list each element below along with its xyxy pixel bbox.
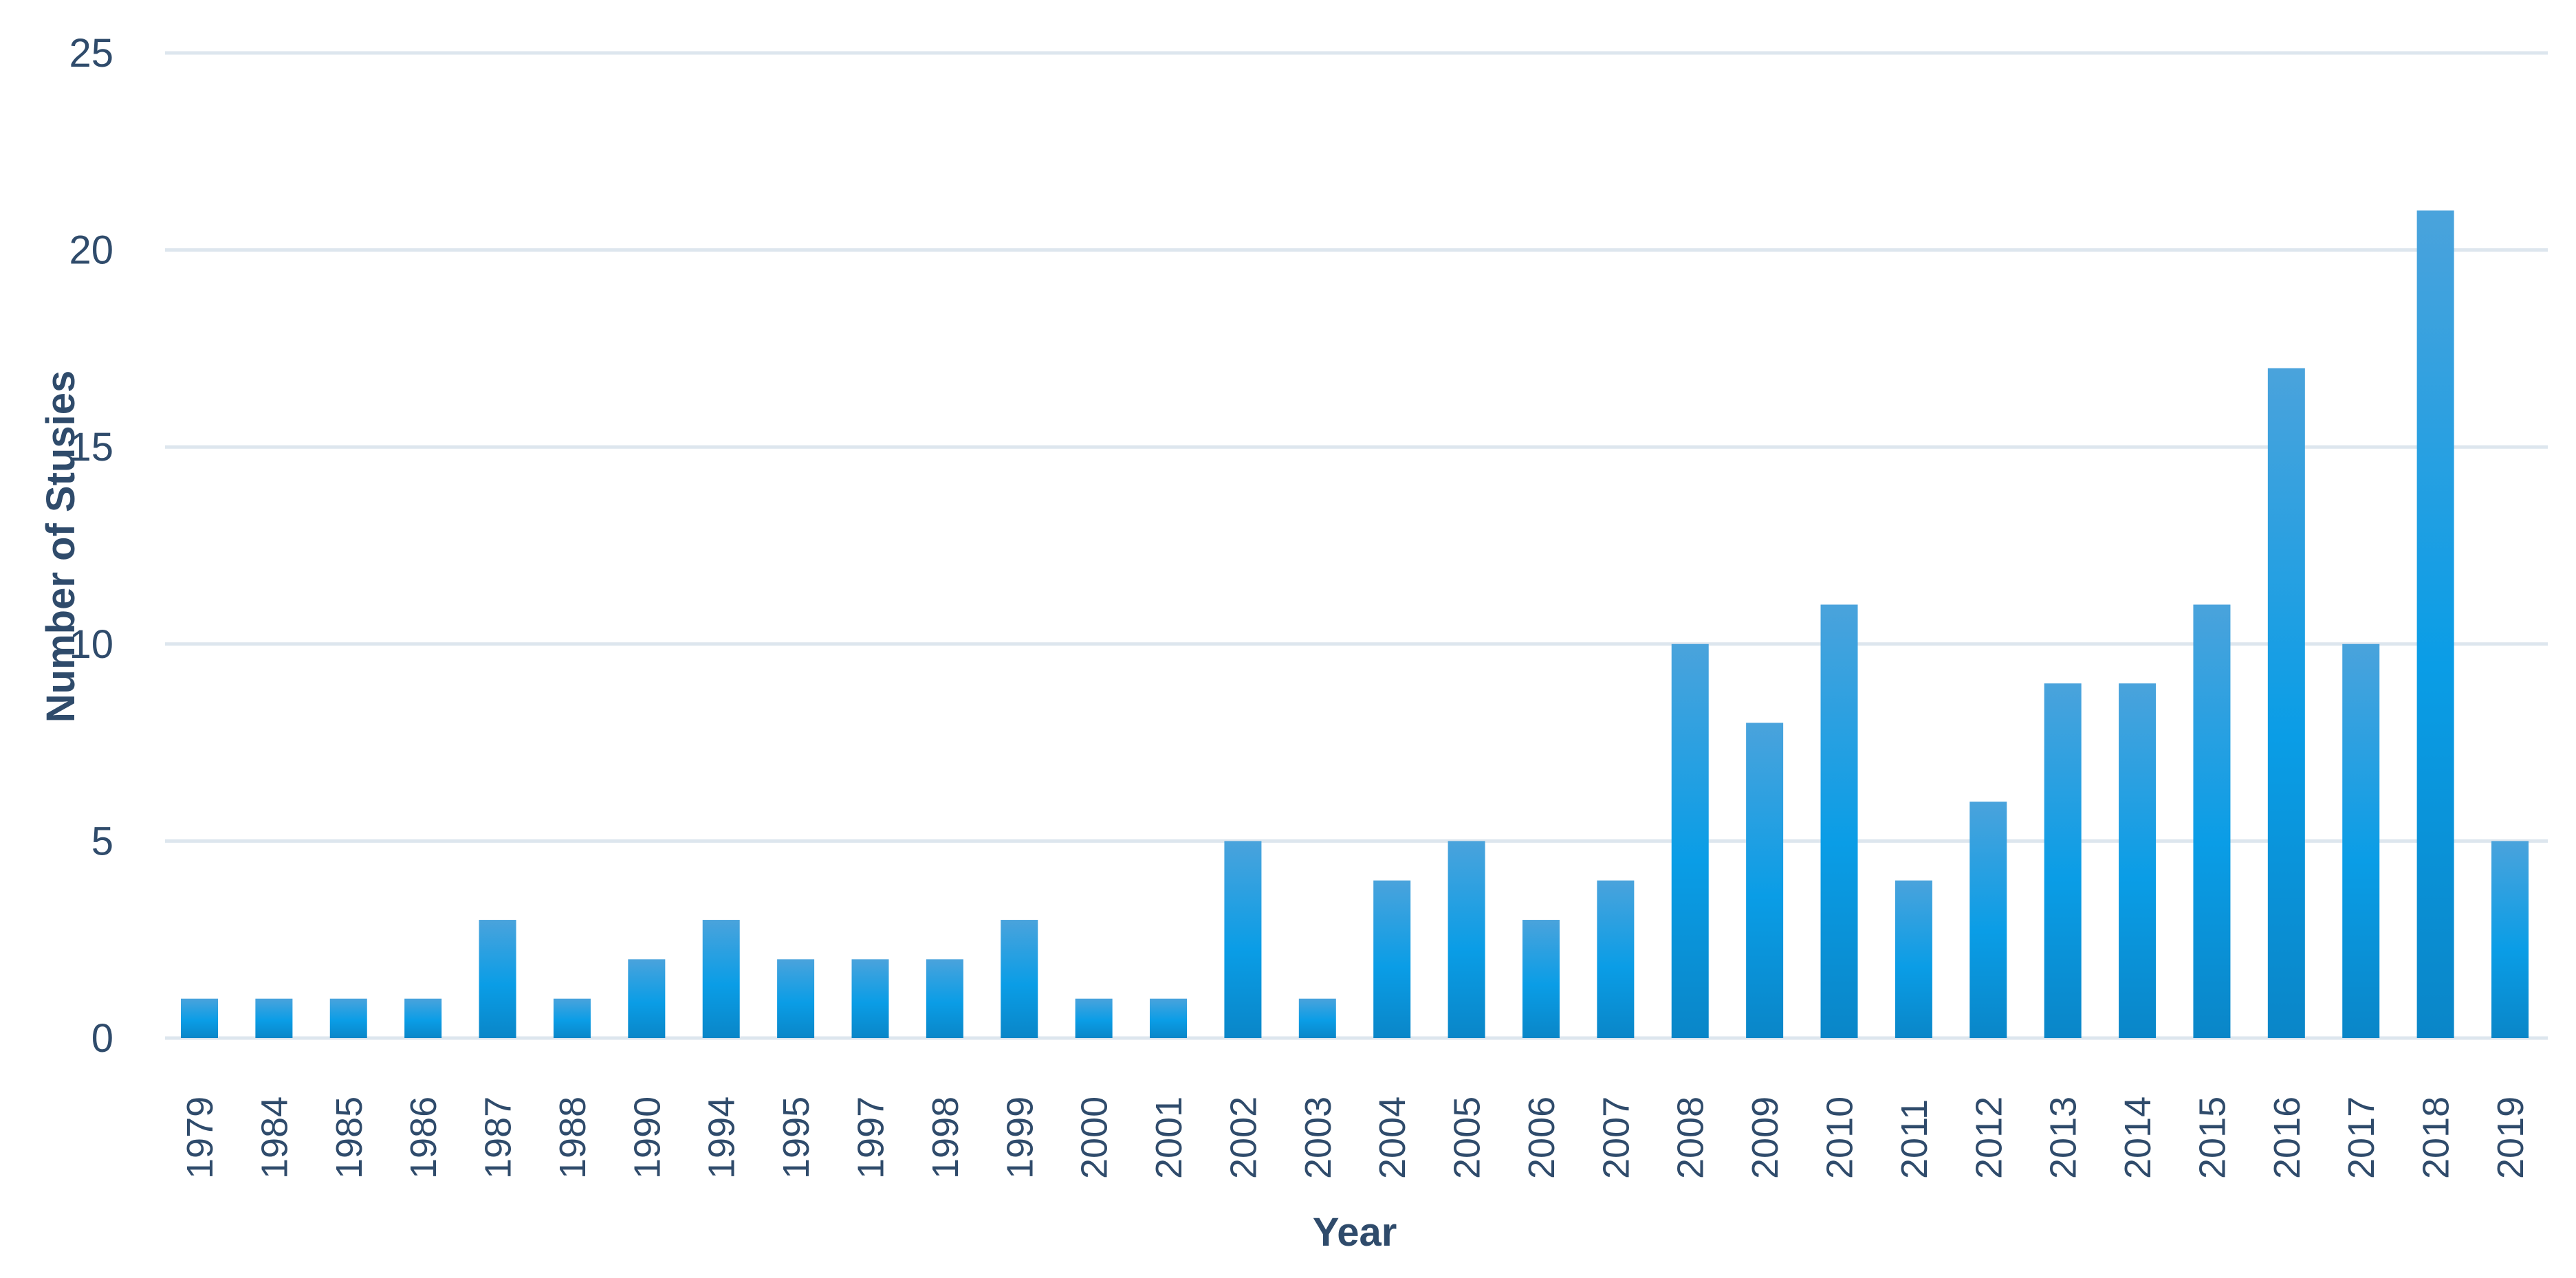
x-tick-label: 2017 bbox=[2341, 1097, 2382, 1179]
bar-1979 bbox=[181, 998, 218, 1038]
x-tick-label: 2009 bbox=[1745, 1097, 1786, 1179]
x-tick-label: 1985 bbox=[329, 1097, 370, 1179]
bar-1984 bbox=[255, 998, 293, 1038]
bar-2005 bbox=[1448, 841, 1485, 1038]
bar-1985 bbox=[329, 998, 367, 1038]
y-axis-ticks: 0 5 10 15 20 25 bbox=[69, 31, 113, 1061]
x-tick-label: 2000 bbox=[1074, 1097, 1115, 1179]
x-tick-label: 2012 bbox=[1968, 1097, 2009, 1179]
x-tick-label: 2018 bbox=[2416, 1097, 2457, 1179]
bar-2019 bbox=[2491, 841, 2529, 1038]
bar-2011 bbox=[1895, 880, 1932, 1038]
bar-2001 bbox=[1150, 998, 1188, 1038]
x-tick-label: 2011 bbox=[1894, 1099, 1935, 1179]
x-tick-label: 2006 bbox=[1521, 1097, 1562, 1179]
x-tick-label: 1988 bbox=[552, 1097, 593, 1179]
bar-2015 bbox=[2193, 604, 2231, 1038]
bar-1999 bbox=[1001, 920, 1038, 1038]
bar-2000 bbox=[1075, 998, 1113, 1038]
x-axis-title: Year bbox=[1313, 1210, 1397, 1255]
bar-2017 bbox=[2342, 643, 2380, 1038]
bar-2003 bbox=[1298, 998, 1336, 1038]
bar-2012 bbox=[1969, 802, 2007, 1038]
x-axis-ticks: 1979 1984 1985 1986 1987 1988 1990 1994 1995 1997… bbox=[179, 1097, 2531, 1179]
x-tick-label: 2016 bbox=[2267, 1097, 2308, 1179]
bar-2013 bbox=[2044, 683, 2082, 1038]
x-tick-label: 1997 bbox=[850, 1097, 891, 1179]
gridlines bbox=[165, 51, 2548, 1040]
x-tick-label: 2005 bbox=[1447, 1097, 1488, 1179]
x-tick-label: 2002 bbox=[1223, 1097, 1264, 1179]
bar-1994 bbox=[702, 920, 740, 1038]
y-tick-label: 25 bbox=[69, 31, 113, 76]
bar-1990 bbox=[628, 959, 666, 1038]
x-tick-label: 1998 bbox=[925, 1097, 966, 1179]
bar-1997 bbox=[851, 959, 889, 1038]
x-tick-label: 2007 bbox=[1595, 1097, 1637, 1179]
x-tick-label: 2008 bbox=[1670, 1097, 1712, 1179]
x-tick-label: 2014 bbox=[2117, 1097, 2159, 1179]
bar-2018 bbox=[2416, 210, 2454, 1038]
bar-2007 bbox=[1597, 880, 1635, 1038]
bar-2002 bbox=[1224, 841, 1262, 1038]
y-tick-label: 15 bbox=[69, 425, 113, 470]
bar-1986 bbox=[404, 998, 442, 1038]
bars bbox=[181, 210, 2529, 1038]
x-tick-label: 2015 bbox=[2192, 1097, 2233, 1179]
x-tick-label: 2004 bbox=[1372, 1097, 1413, 1179]
y-tick-label: 20 bbox=[69, 228, 113, 273]
bar-1987 bbox=[479, 920, 516, 1038]
bar-2016 bbox=[2267, 368, 2305, 1038]
x-tick-label: 1994 bbox=[701, 1097, 743, 1179]
bar-2010 bbox=[1820, 604, 1858, 1038]
x-tick-label: 1979 bbox=[179, 1097, 221, 1179]
x-tick-label: 2013 bbox=[2043, 1097, 2084, 1179]
bar-2014 bbox=[2119, 683, 2157, 1038]
x-tick-label: 1987 bbox=[478, 1097, 519, 1179]
x-tick-label: 1999 bbox=[999, 1097, 1040, 1179]
y-tick-label: 10 bbox=[69, 622, 113, 667]
x-tick-label: 2001 bbox=[1148, 1097, 1190, 1179]
y-axis-title: Number of Stusies bbox=[39, 371, 83, 723]
bar-2004 bbox=[1373, 880, 1411, 1038]
bar-1988 bbox=[553, 998, 591, 1038]
bar-2008 bbox=[1671, 643, 1709, 1038]
x-tick-label: 1995 bbox=[776, 1097, 817, 1179]
x-tick-label: 2010 bbox=[1820, 1097, 1861, 1179]
y-tick-label: 5 bbox=[91, 819, 113, 863]
x-tick-label: 2019 bbox=[2490, 1097, 2531, 1179]
x-tick-label: 1986 bbox=[403, 1097, 444, 1179]
bar-1998 bbox=[926, 959, 963, 1038]
bar-2009 bbox=[1746, 723, 1784, 1038]
x-tick-label: 1984 bbox=[254, 1097, 295, 1179]
x-tick-label: 1990 bbox=[626, 1097, 668, 1179]
bar-1995 bbox=[777, 959, 815, 1038]
bar-2006 bbox=[1522, 920, 1560, 1038]
y-tick-label: 0 bbox=[91, 1016, 113, 1061]
x-tick-label: 2003 bbox=[1298, 1097, 1339, 1179]
